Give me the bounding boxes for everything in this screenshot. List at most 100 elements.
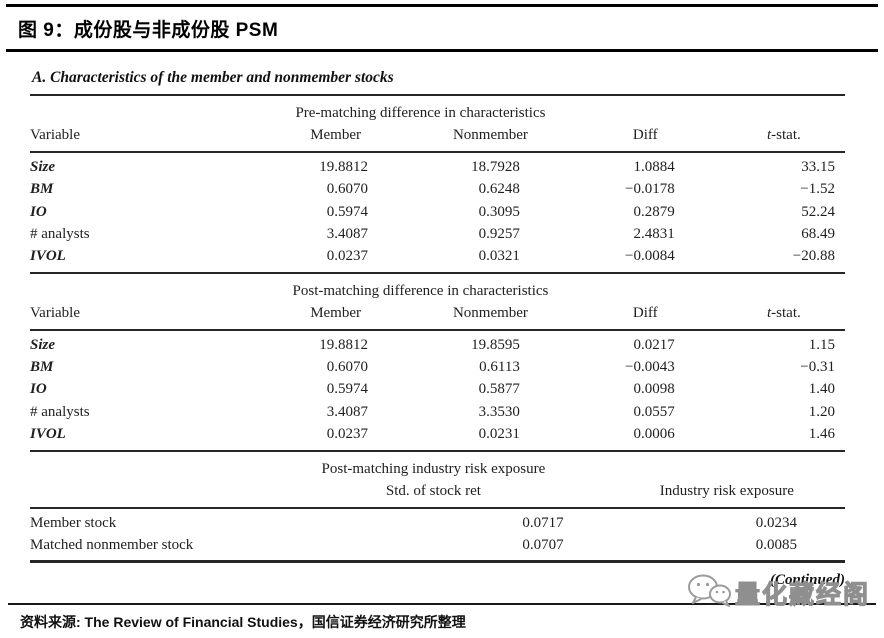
column-header-std: Std. of stock ret — [258, 480, 609, 509]
cell-nonmember: 0.9257 — [478, 226, 520, 243]
table-row: Post-matching industry risk exposure — [30, 452, 845, 480]
column-header-exposure: Industry risk exposure — [608, 480, 845, 509]
cell-tstat: −0.31 — [800, 359, 835, 376]
cell-diff: −0.0043 — [625, 359, 675, 376]
cell-nonmember: 0.5877 — [478, 381, 520, 398]
cell-variable: IVOL — [30, 248, 66, 265]
cell-tstat: 33.15 — [801, 158, 835, 175]
cell-tstat: 68.49 — [801, 226, 835, 243]
empty-cell — [723, 95, 845, 124]
table-row: Pre-matching difference in characteristi… — [30, 95, 845, 124]
continued-note: (Continued) — [769, 572, 845, 589]
cell-variable: # analysts — [30, 226, 90, 243]
post-matching-table: Post-matching difference in characterist… — [30, 274, 845, 452]
table-header-row: Variable Member Nonmember Diff t-stat. — [30, 302, 845, 331]
cell-member: 19.8812 — [319, 336, 369, 353]
cell-std: 0.0707 — [522, 536, 564, 553]
cell-member: 0.5974 — [326, 381, 369, 398]
cell-member: 3.4087 — [326, 403, 369, 420]
footer: 资料来源: The Review of Financial Studies，国信… — [8, 603, 876, 632]
top-rule — [6, 4, 878, 7]
cell-member: 0.0237 — [326, 426, 369, 443]
empty-cell — [30, 274, 258, 302]
cell-member: 19.8812 — [319, 158, 369, 175]
table-row: # analysts 3.4087 0.9257 2.4831 68.49 — [30, 223, 845, 245]
cell-tstat: 1.20 — [808, 403, 835, 420]
table-row: IO 0.5974 0.3095 0.2879 52.24 — [30, 201, 845, 223]
table-row: Post-matching difference in characterist… — [30, 274, 845, 302]
cell-variable: IO — [30, 203, 47, 220]
table-row: IVOL 0.0237 0.0321 −0.0084 −20.88 — [30, 245, 845, 272]
cell-tstat: 52.24 — [801, 203, 835, 220]
title-divider-rule — [6, 49, 878, 52]
empty-cell — [30, 452, 258, 480]
panel-title: A. Characteristics of the member and non… — [32, 69, 394, 86]
span-header: Post-matching industry risk exposure — [321, 460, 546, 477]
cell-diff: 0.0006 — [633, 426, 675, 443]
cell-member: 0.5974 — [326, 203, 369, 220]
cell-tstat: −20.88 — [792, 248, 835, 265]
cell-nonmember: 0.6113 — [479, 359, 520, 376]
cell-nonmember: 0.0321 — [478, 248, 520, 265]
span-header: Pre-matching difference in characteristi… — [295, 105, 546, 121]
cell-diff: −0.0178 — [625, 181, 675, 198]
column-header-member: Member — [258, 302, 414, 331]
cell-label: Member stock — [30, 514, 117, 531]
cell-diff: 0.0098 — [633, 381, 675, 398]
watermark: 量化藏经阁 — [686, 572, 870, 613]
cell-variable: BM — [30, 359, 54, 376]
cell-variable: IO — [30, 381, 47, 398]
source-note: 资料来源: The Review of Financial Studies，国信… — [20, 614, 466, 630]
table-row: Size 19.8812 19.8595 0.0217 1.15 — [30, 330, 845, 356]
column-header-diff: Diff — [567, 124, 723, 153]
cell-diff: 1.0884 — [633, 158, 675, 175]
column-header-diff: Diff — [567, 302, 723, 331]
cell-member: 0.6070 — [326, 181, 369, 198]
cell-variable: Size — [30, 158, 56, 175]
cell-diff: −0.0084 — [625, 248, 675, 265]
table-row: BM 0.6070 0.6248 −0.0178 −1.52 — [30, 178, 845, 200]
table-row: Member stock 0.0717 0.0234 — [30, 508, 845, 534]
cell-variable: # analysts — [30, 403, 90, 420]
table-row: IO 0.5974 0.5877 0.0098 1.40 — [30, 378, 845, 400]
watermark-text: 量化藏经阁 — [734, 580, 870, 609]
table-row: Size 19.8812 18.7928 1.0884 33.15 — [30, 152, 845, 178]
cell-exposure: 0.0234 — [755, 514, 797, 531]
cell-member: 0.6070 — [326, 359, 369, 376]
table-row: Matched nonmember stock 0.0707 0.0085 — [30, 534, 845, 562]
cell-tstat: 1.40 — [808, 381, 835, 398]
table-row: BM 0.6070 0.6113 −0.0043 −0.31 — [30, 356, 845, 378]
risk-exposure-table: Post-matching industry risk exposure Std… — [30, 452, 845, 564]
empty-cell — [30, 95, 258, 124]
cell-member: 3.4087 — [326, 226, 369, 243]
cell-exposure: 0.0085 — [755, 536, 797, 553]
wechat-icon — [686, 572, 732, 613]
column-header-variable: Variable — [30, 302, 259, 331]
cell-tstat: 1.15 — [808, 336, 835, 353]
cell-tstat: −1.52 — [800, 181, 835, 198]
column-header-variable: Variable — [30, 124, 259, 153]
empty-cell — [723, 274, 845, 302]
cell-tstat: 1.46 — [808, 426, 835, 443]
cell-diff: 0.0217 — [633, 336, 675, 353]
cell-nonmember: 19.8595 — [471, 336, 520, 353]
cell-variable: Size — [30, 336, 56, 353]
table-header-row: Std. of stock ret Industry risk exposure — [30, 480, 845, 509]
figure-body: A. Characteristics of the member and non… — [30, 69, 845, 589]
cell-nonmember: 0.3095 — [478, 203, 520, 220]
table-header-row: Variable Member Nonmember Diff t-stat. — [30, 124, 845, 153]
cell-label: Matched nonmember stock — [30, 536, 194, 553]
cell-diff: 2.4831 — [633, 226, 675, 243]
cell-diff: 0.0557 — [633, 403, 675, 420]
cell-std: 0.0717 — [522, 514, 564, 531]
cell-diff: 0.2879 — [633, 203, 675, 220]
cell-member: 0.0237 — [326, 248, 369, 265]
pre-matching-table: Pre-matching difference in characteristi… — [30, 94, 845, 274]
table-row: IVOL 0.0237 0.0231 0.0006 1.46 — [30, 423, 845, 450]
column-header-nonmember: Nonmember — [413, 302, 568, 331]
empty-cell — [609, 452, 845, 480]
table-row: # analysts 3.4087 3.3530 0.0557 1.20 — [30, 401, 845, 423]
cell-variable: BM — [30, 181, 54, 198]
column-header-nonmember: Nonmember — [413, 124, 568, 153]
